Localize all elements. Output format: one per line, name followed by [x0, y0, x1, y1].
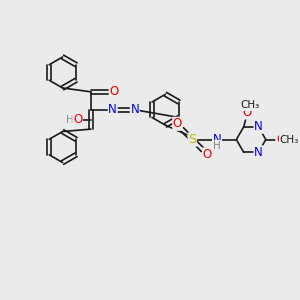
Text: H: H: [66, 115, 74, 124]
Text: N: N: [108, 103, 117, 116]
Text: O: O: [276, 133, 285, 146]
Text: CH₃: CH₃: [279, 135, 299, 145]
Text: S: S: [188, 133, 196, 146]
Text: H: H: [213, 140, 221, 151]
Text: O: O: [242, 106, 251, 119]
Text: CH₃: CH₃: [240, 100, 259, 110]
Text: O: O: [202, 148, 212, 161]
Text: N: N: [213, 133, 221, 146]
Text: O: O: [73, 113, 82, 126]
Text: N: N: [254, 146, 263, 159]
Text: O: O: [109, 85, 119, 98]
Text: O: O: [173, 117, 182, 130]
Text: N: N: [254, 120, 263, 133]
Text: N: N: [130, 103, 139, 116]
